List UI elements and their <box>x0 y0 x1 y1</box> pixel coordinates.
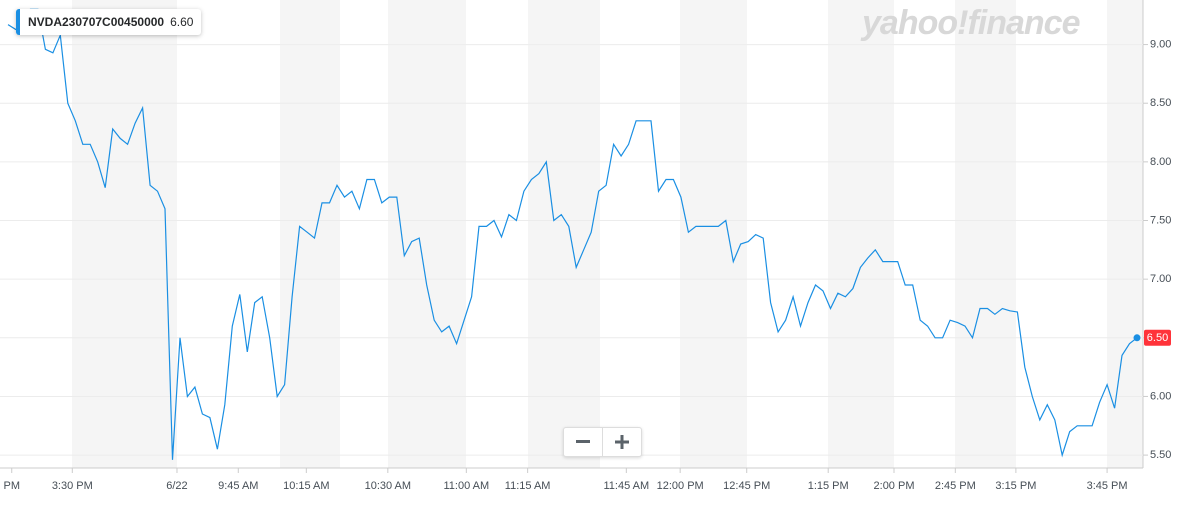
band <box>680 0 747 468</box>
x-tick-label: 3:45 PM <box>1087 480 1128 492</box>
price-marker <box>1144 329 1171 346</box>
x-tick-label: 2:45 PM <box>935 480 976 492</box>
minus-icon <box>576 440 590 443</box>
x-tick-label: 10:15 AM <box>283 480 329 492</box>
band <box>528 0 600 468</box>
x-tick-label: 11:00 AM <box>443 480 489 492</box>
x-tick-label: 2:00 PM <box>874 480 915 492</box>
y-tick-label: 6.00 <box>1150 390 1171 402</box>
zoom-out-button[interactable] <box>564 428 602 456</box>
quote: 6.60 <box>170 15 194 29</box>
band <box>828 0 894 468</box>
x-tick-label: 11:45 AM <box>603 480 649 492</box>
y-tick-label: 5.50 <box>1150 449 1171 461</box>
band <box>1107 0 1143 468</box>
x-tick-label: 9:45 AM <box>218 480 258 492</box>
y-tick-label: 8.50 <box>1150 97 1171 109</box>
price-line <box>7 8 1138 460</box>
band <box>388 0 466 468</box>
plus-icon <box>615 435 629 449</box>
y-tick-label: 7.50 <box>1150 214 1171 226</box>
x-tick-label: 3:30 PM <box>52 480 93 492</box>
bands <box>72 0 1143 468</box>
x-tick-label: 1:15 PM <box>808 480 849 492</box>
x-tick-label: 12:45 PM <box>723 480 770 492</box>
x-tick-label: 10:30 AM <box>365 480 411 492</box>
band <box>72 0 177 468</box>
y-tick-label: 8.00 <box>1150 156 1171 168</box>
y-tick-label: 9.00 <box>1150 38 1171 50</box>
x-tick-label: 3:15 PM <box>995 480 1036 492</box>
symbol-tag[interactable]: NVDA230707C00450000 6.60 <box>16 9 202 35</box>
zoom-controls <box>563 427 642 457</box>
price-marker-label: 6.50 <box>1147 332 1168 344</box>
symbol: NVDA230707C00450000 <box>28 15 165 29</box>
band <box>955 0 1016 468</box>
x-tick-label: PM <box>3 480 20 492</box>
x-tick-label: 6/22 <box>166 480 187 492</box>
y-tick-label: 7.00 <box>1150 273 1171 285</box>
x-tick-label: 12:00 PM <box>657 480 704 492</box>
logo: yahoo!finance <box>862 4 1080 42</box>
x-tick-label: 11:15 AM <box>505 480 551 492</box>
last-point <box>1133 334 1141 342</box>
zoom-in-button[interactable] <box>602 428 641 456</box>
